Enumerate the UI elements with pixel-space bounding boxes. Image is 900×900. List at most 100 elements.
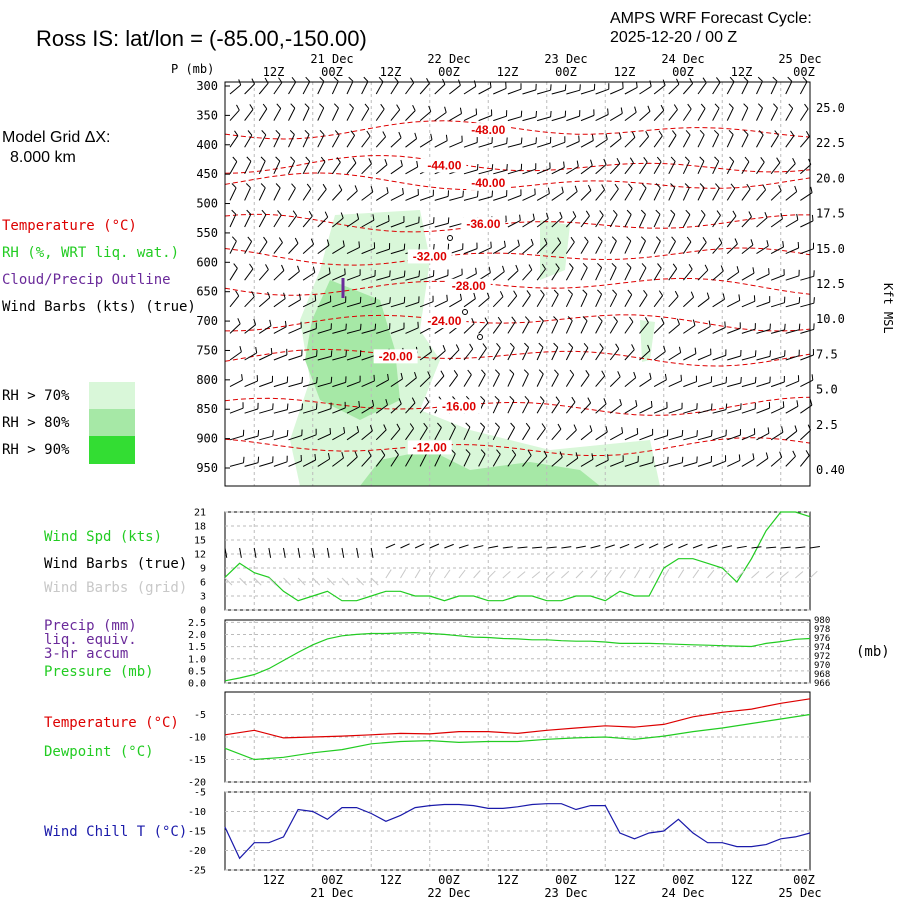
wind-barb-shaft: [712, 327, 726, 334]
wind-barb-flag: [477, 190, 479, 197]
wind-barb-shaft: [712, 460, 726, 467]
wind-barb-shaft: [317, 301, 331, 308]
wind-barb-shaft: [507, 295, 518, 308]
wind-barb-shaft: [361, 247, 375, 255]
wind-barb-shaft: [419, 376, 431, 387]
wind-barb-flag: [547, 187, 550, 194]
wind-barb-flag: [263, 236, 268, 243]
panel-ytick-label: 12: [194, 550, 206, 561]
wind-barb-shaft: [288, 355, 302, 361]
wind-barb-flag: [484, 317, 489, 324]
wind-barb-flag: [794, 185, 798, 192]
wind-barb-flag: [265, 264, 269, 270]
wind-barb-shaft: [288, 81, 297, 95]
wind-barb-flag: [631, 131, 636, 138]
wind-barb-shaft: [800, 220, 814, 228]
wind-barb-flag: [253, 318, 257, 325]
wind-barb-flag: [301, 376, 303, 383]
wind-barb-flag: [584, 236, 589, 242]
wind-barb-flag: [649, 80, 652, 87]
wind-barb-flag: [453, 370, 459, 376]
top-date-label: 23 Dec: [544, 52, 587, 66]
wind-barb-flag: [352, 157, 357, 164]
wind-barb-flag: [605, 133, 608, 140]
wind-barb-shaft: [609, 321, 618, 334]
bottom-hour-label: 12Z: [263, 873, 285, 887]
wind-barb-flag: [455, 344, 460, 351]
wind-barb-shaft: [609, 214, 618, 228]
panel-ytick-label: -20: [188, 778, 206, 789]
wind-barb-shaft: [741, 161, 750, 175]
wind-barb-shaft: [565, 374, 575, 387]
wind-barb-shaft: [258, 297, 271, 308]
wind-barb-shaft: [419, 222, 434, 228]
wind-barb-shaft: [595, 240, 603, 254]
wind-barb-flag: [260, 183, 266, 189]
wind-barb-shaft: [697, 381, 712, 388]
wind-barb-shaft: [551, 192, 564, 201]
wind-barb-shaft: [697, 108, 706, 121]
wind-barb-flag: [650, 400, 653, 408]
wind-barb-shaft: [449, 84, 461, 95]
wind-barb-shaft: [770, 406, 785, 414]
wind-barb-flag: [744, 156, 750, 163]
wind-barb-shaft: [565, 320, 573, 334]
sfc-wind-barb-grid: [809, 570, 818, 579]
wind-barb-flag: [765, 452, 769, 459]
legend-dewpoint: Dewpoint (°C): [44, 744, 154, 760]
wind-barb-flag: [582, 262, 588, 269]
pressure-tick-label: 980: [814, 616, 830, 626]
wind-barb-flag: [467, 369, 472, 376]
wind-barb-shaft: [624, 405, 638, 414]
wind-barb-shaft: [302, 382, 317, 388]
sfc-wind-barb-grid: [619, 569, 626, 579]
wind-barb-flag: [768, 268, 770, 275]
wind-barb-flag: [367, 450, 372, 457]
wind-barb-shaft: [229, 161, 238, 175]
wind-barb-shaft: [609, 376, 621, 387]
wind-barb-shaft: [712, 298, 725, 308]
pressure-tick-label: 966: [814, 679, 830, 689]
wind-barb-shaft: [697, 242, 707, 254]
wind-barb-flag: [567, 289, 573, 295]
wind-barb-shaft: [712, 270, 724, 281]
wind-barb-flag: [626, 262, 632, 268]
wind-barb-flag: [243, 456, 245, 463]
wind-barb-flag: [330, 350, 333, 357]
wind-barb-flag: [587, 397, 592, 404]
wind-barb-flag: [433, 243, 435, 251]
wind-barb-shaft: [712, 354, 726, 361]
wind-barb-shaft: [712, 107, 720, 121]
wind-barb-flag: [294, 237, 299, 244]
wind-barb-shaft: [800, 275, 814, 281]
pressure-tick-label: 968: [814, 670, 830, 680]
wind-barb-flag: [728, 129, 734, 135]
wind-barb-shaft: [770, 274, 785, 281]
wind-barb-shaft: [478, 297, 490, 308]
wind-barb-flag: [725, 403, 728, 410]
wind-barb-shaft: [668, 352, 681, 361]
wind-barb-shaft: [390, 276, 405, 281]
wind-barb-flag: [655, 209, 661, 215]
wind-barb-flag: [364, 103, 370, 109]
isotherm-label-bg: [422, 314, 467, 329]
wind-barb-flag: [550, 110, 552, 117]
wind-barb-shaft: [419, 111, 432, 121]
wind-barb-shaft: [785, 329, 800, 334]
wind-barb-shaft: [273, 242, 283, 254]
wind-barb-shaft: [522, 244, 534, 254]
wind-barb-shaft: [741, 272, 755, 281]
wind-barb-flag: [430, 133, 433, 140]
wind-barb-shaft: [536, 218, 549, 228]
wind-barb-shaft: [756, 329, 771, 334]
wind-barb-flag: [414, 371, 417, 378]
wind-barb-flag: [787, 76, 793, 82]
wind-barb-shaft: [317, 244, 330, 255]
cross-section-grid: [253, 82, 782, 486]
wind-barb-shaft: [302, 434, 317, 441]
sfc-wind-barb-true: [414, 543, 425, 549]
sfc-wind-barb-true: [473, 545, 484, 549]
wind-barb-flag: [494, 395, 500, 401]
wind-barb-shaft: [697, 461, 712, 467]
wind-barb-shaft: [536, 243, 548, 254]
